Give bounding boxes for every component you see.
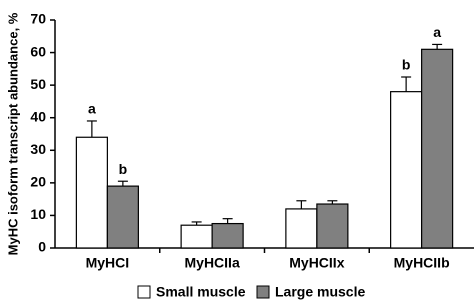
bar — [316, 203, 349, 249]
legend-swatch — [256, 285, 270, 299]
bar — [180, 224, 213, 249]
x-tick-label: MyHCIIa — [185, 255, 240, 271]
x-tick-label: MyHCIIb — [394, 255, 450, 271]
error-bar — [401, 76, 412, 92]
y-tick-label: 10 — [30, 206, 46, 222]
legend-swatch — [137, 285, 151, 299]
significance-label: a — [88, 101, 96, 117]
y-tick-label: 0 — [38, 239, 46, 255]
y-tick-label: 60 — [30, 43, 46, 59]
y-axis-label: MyHC isoform transcript abundance, % — [5, 12, 20, 255]
legend-label: Small muscle — [156, 284, 246, 300]
bar — [211, 222, 244, 249]
error-bar — [86, 120, 97, 138]
x-tick-label: MyHCIIx — [289, 255, 344, 271]
significance-label: a — [433, 24, 441, 40]
bar — [285, 208, 318, 249]
legend-label: Large muscle — [275, 284, 365, 300]
y-tick-label: 40 — [30, 108, 46, 124]
error-bar — [117, 180, 128, 187]
error-bar — [432, 43, 443, 50]
y-tick-label: 20 — [30, 174, 46, 190]
y-tick-label: 50 — [30, 76, 46, 92]
x-tick-label: MyHCI — [86, 255, 130, 271]
bar — [106, 185, 139, 249]
error-bar — [222, 218, 233, 224]
bar — [421, 48, 454, 249]
y-tick-label: 70 — [30, 11, 46, 27]
error-bar — [296, 200, 307, 209]
significance-label: b — [119, 161, 128, 177]
bar — [75, 136, 108, 249]
y-tick-label: 30 — [30, 141, 46, 157]
significance-label: b — [402, 57, 411, 73]
bar — [390, 91, 423, 249]
